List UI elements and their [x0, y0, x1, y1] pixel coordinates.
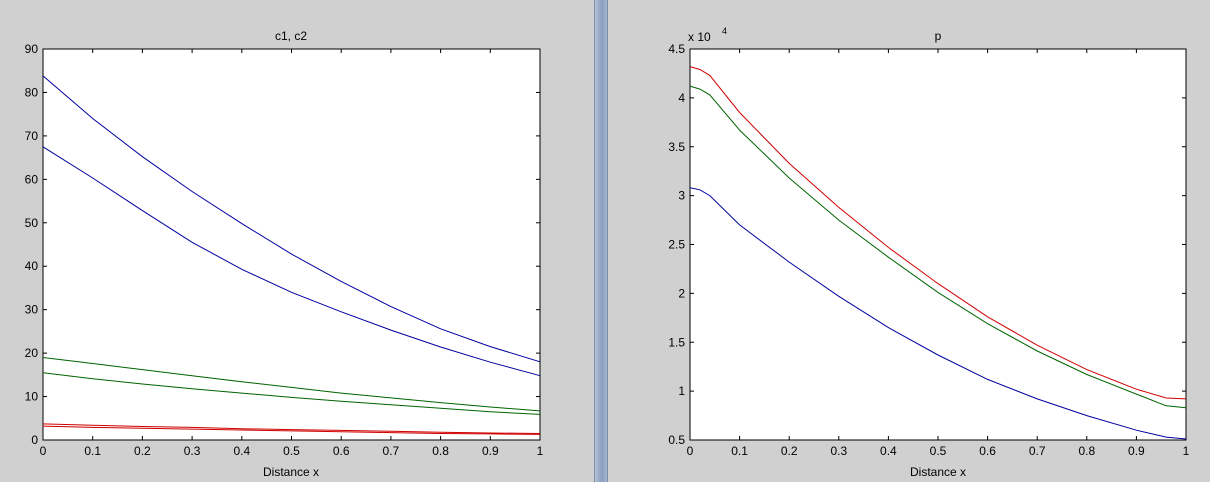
- x-tick-label: 0.5: [930, 444, 947, 458]
- x-tick-label: 0: [40, 444, 47, 458]
- x-tick-label: 0.5: [283, 444, 300, 458]
- x-tick-label: 0.3: [830, 444, 847, 458]
- y-tick-label: 50: [25, 216, 39, 230]
- x-tick-label: 1: [537, 444, 544, 458]
- y-tick-label: 30: [25, 303, 39, 317]
- x-tick-label: 0.4: [233, 444, 250, 458]
- y-tick-label: 20: [25, 346, 39, 360]
- y-tick-label: 4.5: [668, 42, 685, 56]
- series-line-2: [42, 146, 541, 377]
- series-line-3: [42, 357, 541, 412]
- left-figure-pane: c1, c2 Distance x 0 0.1 0.2 0.3 0.4 0.5 0.6 0.7…: [0, 0, 594, 482]
- x-axis-label: Distance x: [263, 465, 319, 479]
- x-tick-label: 0.7: [383, 444, 400, 458]
- y-tick-label: 0: [31, 433, 38, 447]
- y-tick-label: 90: [25, 42, 39, 56]
- x-tick-label: 0.8: [1078, 444, 1095, 458]
- y-tick-label: 80: [25, 85, 39, 99]
- y-tick-label: 2.5: [668, 238, 685, 252]
- series-line-3: [689, 187, 1187, 440]
- x-tick-label: 0.1: [731, 444, 748, 458]
- chart-title: c1, c2: [275, 29, 307, 43]
- x-tick-label: 0.9: [482, 444, 499, 458]
- x-tick-label: 0.6: [333, 444, 350, 458]
- c1-c2-chart: c1, c2 Distance x 0 0.1 0.2 0.3 0.4 0.5 0.6 0.7…: [25, 29, 544, 479]
- x-tick-label: 0.9: [1128, 444, 1145, 458]
- y-tick-label: 40: [25, 259, 39, 273]
- plot-area: [42, 48, 541, 441]
- series-lines: [689, 66, 1187, 440]
- y-tick-label: 60: [25, 172, 39, 186]
- y-tick-label: 4: [678, 91, 685, 105]
- y-tick-label: 0.5: [668, 433, 685, 447]
- exponent-label: x 10: [688, 30, 711, 44]
- series-line-1: [42, 75, 541, 363]
- series-line-4: [42, 372, 541, 415]
- series-line-6: [42, 425, 541, 435]
- axis-ticks: 0 0.1 0.2 0.3 0.4 0.5 0.6 0.7 0.8 0.9 1 0.5 1 1.5 2 2.5…: [668, 42, 1189, 458]
- y-tick-label: 3.5: [668, 140, 685, 154]
- y-tick-label: 1: [678, 384, 685, 398]
- x-tick-label: 0.4: [880, 444, 897, 458]
- y-tick-label: 2: [678, 286, 685, 300]
- p-chart: p Distance x x 10 4 0 0.1 0.2 0.3 0.4 0.5 0.6 0…: [668, 26, 1189, 479]
- plot-area: [689, 48, 1187, 441]
- right-figure-pane: p Distance x x 10 4 0 0.1 0.2 0.3 0.4 0.5 0.6 0…: [608, 0, 1210, 482]
- y-tick-label: 3: [678, 189, 685, 203]
- exponent-power: 4: [722, 26, 727, 36]
- series-lines: [42, 75, 541, 435]
- x-tick-label: 0.6: [979, 444, 996, 458]
- x-axis-label: Distance x: [910, 465, 966, 479]
- x-tick-label: 0.2: [134, 444, 151, 458]
- y-tick-label: 10: [25, 390, 39, 404]
- pane-splitter[interactable]: [594, 0, 608, 482]
- chart-title: p: [935, 29, 942, 43]
- x-tick-label: 0.3: [184, 444, 201, 458]
- axis-ticks: 0 0.1 0.2 0.3 0.4 0.5 0.6 0.7 0.8 0.9 101020304050…: [25, 42, 544, 458]
- x-tick-label: 0.2: [781, 444, 798, 458]
- x-tick-label: 0.7: [1029, 444, 1046, 458]
- y-tick-label: 1.5: [668, 335, 685, 349]
- x-tick-label: 0: [687, 444, 694, 458]
- x-tick-label: 0.1: [84, 444, 101, 458]
- y-tick-label: 70: [25, 129, 39, 143]
- x-tick-label: 1: [1183, 444, 1190, 458]
- series-line-5: [42, 423, 541, 434]
- series-line-1: [689, 66, 1187, 400]
- series-line-2: [689, 85, 1187, 409]
- x-tick-label: 0.8: [432, 444, 449, 458]
